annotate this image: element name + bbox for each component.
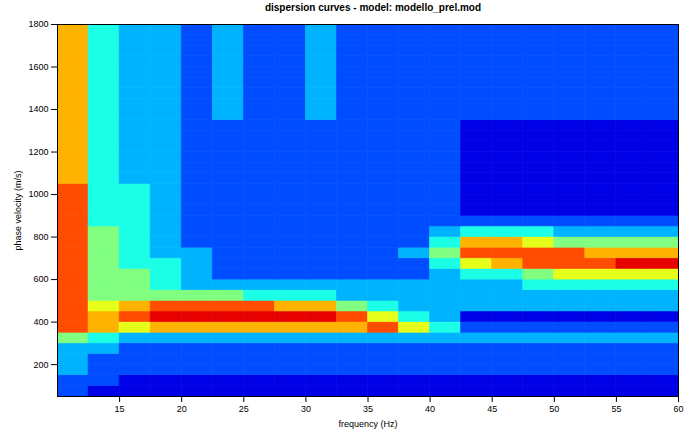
svg-text:600: 600 bbox=[33, 274, 48, 284]
svg-text:1600: 1600 bbox=[28, 62, 48, 72]
html-text:dispersion curves - model: mod: dispersion curves - model: modello_prel.… bbox=[264, 2, 482, 13]
svg-text:400: 400 bbox=[33, 317, 48, 327]
svg-text:30: 30 bbox=[301, 404, 311, 414]
svg-text:20: 20 bbox=[177, 404, 187, 414]
svg-text:1800: 1800 bbox=[28, 19, 48, 29]
svg-text:55: 55 bbox=[611, 404, 621, 414]
svg-text:50: 50 bbox=[549, 404, 559, 414]
svg-text:35: 35 bbox=[363, 404, 373, 414]
svg-text:200: 200 bbox=[33, 359, 48, 369]
svg-text:40: 40 bbox=[425, 404, 435, 414]
svg-text:15: 15 bbox=[115, 404, 125, 414]
svg-text:frequency (Hz): frequency (Hz) bbox=[338, 419, 397, 429]
svg-text:1000: 1000 bbox=[28, 189, 48, 199]
svg-text:1400: 1400 bbox=[28, 104, 48, 114]
svg-text:1200: 1200 bbox=[28, 147, 48, 157]
svg-text:45: 45 bbox=[487, 404, 497, 414]
svg-text:25: 25 bbox=[239, 404, 249, 414]
svg-text:phase velocity (m/s): phase velocity (m/s) bbox=[13, 170, 23, 250]
svg-text:60: 60 bbox=[673, 404, 683, 414]
svg-text:800: 800 bbox=[33, 232, 48, 242]
